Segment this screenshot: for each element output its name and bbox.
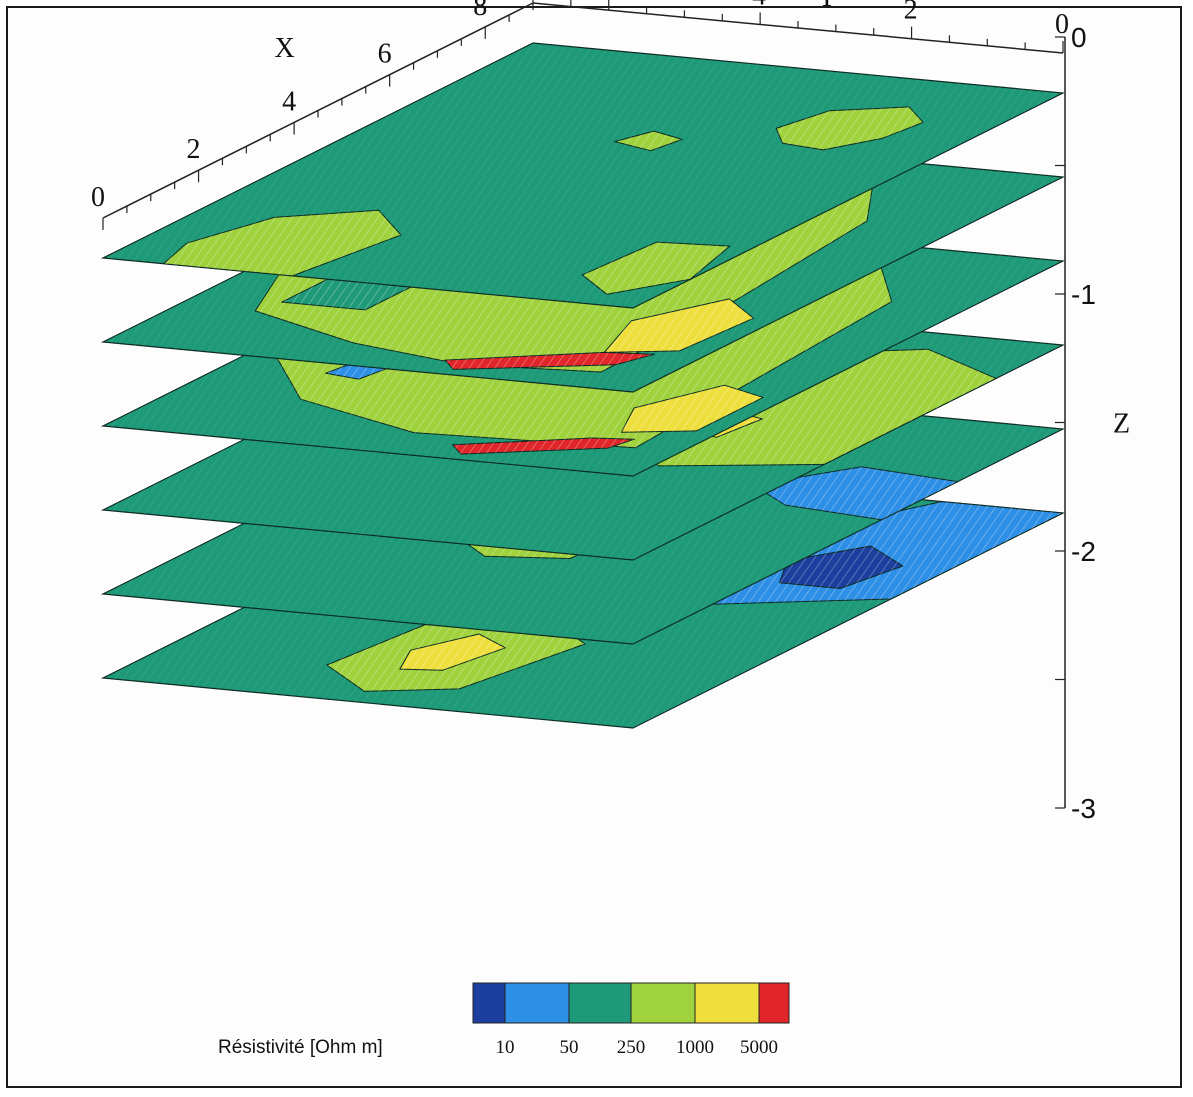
colorbar-swatch bbox=[758, 982, 790, 1024]
x-tick-label: 4 bbox=[282, 86, 296, 117]
y-axis: 6420Y bbox=[532, 0, 1069, 54]
y-axis-label: Y bbox=[817, 0, 837, 13]
colorbar-tick-label: 50 bbox=[560, 1037, 579, 1058]
colorbar-swatch bbox=[568, 982, 632, 1024]
z-tick-label: -3 bbox=[1071, 793, 1096, 824]
x-tick-label: 8 bbox=[473, 0, 487, 22]
z-axis: 0 -1 -2 -3 Z bbox=[1055, 22, 1130, 824]
colorbar-tick-label: 10 bbox=[496, 1037, 515, 1058]
colorbar-legend: 10 50 250 1000 5000 Résistivité [Ohm m] bbox=[218, 982, 790, 1058]
z-tick-label: 0 bbox=[1071, 22, 1087, 53]
colorbar-tick-label: 5000 bbox=[740, 1037, 778, 1058]
z-tick-label: -1 bbox=[1071, 279, 1096, 310]
x-axis-label: X bbox=[275, 33, 295, 64]
z-axis-label: Z bbox=[1113, 409, 1130, 440]
x-tick-label: 2 bbox=[187, 134, 201, 165]
y-tick-label: 2 bbox=[904, 0, 918, 26]
x-axis: 0 2 4 6 8 X bbox=[91, 0, 534, 230]
colorbar-tick-label: 1000 bbox=[676, 1037, 714, 1058]
z-tick-label: -2 bbox=[1071, 536, 1096, 567]
slice-hatch bbox=[103, 43, 1063, 308]
colorbar-swatch bbox=[694, 982, 760, 1024]
colorbar-tick-label: 250 bbox=[617, 1037, 646, 1058]
axes-layer: 0 2 4 6 8 X 6 4 2 0 Y 0 -1 -2 -3 Z bbox=[91, 0, 1130, 824]
slice-0 bbox=[100, 42, 1066, 309]
y-tick-label: 0 bbox=[1055, 9, 1069, 40]
y-tick-label: 4 bbox=[752, 0, 766, 11]
x-tick-label: 6 bbox=[378, 39, 392, 70]
colorbar-title: Résistivité [Ohm m] bbox=[218, 1037, 383, 1058]
colorbar-swatch bbox=[472, 982, 506, 1024]
colorbar-swatch bbox=[630, 982, 696, 1024]
colorbar-swatch bbox=[504, 982, 570, 1024]
slices-layer bbox=[100, 42, 1066, 729]
x-tick-label: 0 bbox=[91, 182, 105, 213]
